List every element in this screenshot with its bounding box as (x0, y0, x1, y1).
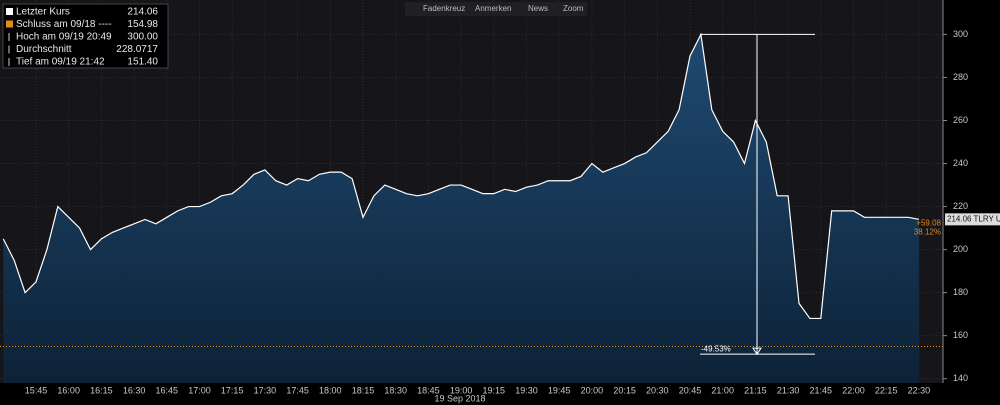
toolbar-button[interactable]: Zoom (563, 4, 584, 13)
y-tick-label: 200 (953, 244, 968, 254)
x-tick-label: 15:45 (25, 385, 48, 395)
x-tick-label: 21:00 (711, 385, 734, 395)
x-tick-label: 16:30 (123, 385, 146, 395)
toolbar-button[interactable]: Anmerken (475, 4, 511, 13)
drop-arrow (752, 347, 762, 356)
date-label: 19 Sep 2018 (434, 393, 485, 403)
change-label: 38.12% (914, 227, 941, 236)
x-tick-label: 16:45 (156, 385, 179, 395)
x-tick-label: 20:15 (613, 385, 636, 395)
x-tick-label: 21:30 (777, 385, 800, 395)
legend-value: 154.98 (127, 19, 158, 30)
x-tick-label: 20:45 (679, 385, 702, 395)
x-tick-label: 18:30 (384, 385, 407, 395)
marks (2, 32, 920, 383)
x-tick-label: 17:45 (286, 385, 309, 395)
x-tick-label: 20:30 (646, 385, 669, 395)
toolbar: Fadenkreuz Anmerken News Zoom (405, 2, 587, 16)
legend-icon (6, 8, 13, 15)
legend-label: Durchschnitt (16, 44, 72, 55)
price-line (2, 32, 920, 320)
x-tick-label: 19:30 (515, 385, 538, 395)
last-tag (945, 213, 1000, 226)
y-tick-label: 140 (953, 373, 968, 383)
last-tag-label: 214.06 TLRY US (947, 214, 1000, 223)
x-tick-label: 22:00 (842, 385, 865, 395)
area (3, 34, 919, 383)
x-tick-label: 19:00 (450, 385, 473, 395)
y-tick-label: 300 (953, 29, 968, 39)
axis-background (943, 0, 1000, 405)
y-tick-label: 180 (953, 287, 968, 297)
legend-box (2, 3, 169, 69)
legend-value: 151.40 (127, 57, 158, 68)
y-tick-label: 260 (953, 115, 968, 125)
x-tick-label: 21:45 (810, 385, 833, 395)
toolbar-button[interactable]: Fadenkreuz (423, 4, 465, 13)
x-tick-label: 17:00 (188, 385, 211, 395)
x-tick-label: 20:00 (581, 385, 604, 395)
toolbar-bg (405, 2, 587, 16)
x-tick-label: 19:45 (548, 385, 571, 395)
x-tick-label: 18:00 (319, 385, 342, 395)
y-tick-label: 220 (953, 201, 968, 211)
legend-label: Letzter Kurs (16, 7, 70, 18)
x-tick-label: 18:15 (352, 385, 375, 395)
y-tick-label: 240 (953, 158, 968, 168)
x-tick-label: 17:15 (221, 385, 244, 395)
legend: Letzter Kurs 214.06 Schluss am 09/18 ---- 1… (2, 3, 169, 69)
annotation: -49.53% (701, 344, 731, 353)
x-tick-label: 21:15 (744, 385, 767, 395)
x-tick-label: 16:00 (57, 385, 80, 395)
y-tick-label: 160 (953, 330, 968, 340)
toolbar-button[interactable]: News (528, 4, 548, 13)
x-tick-label: 22:15 (875, 385, 898, 395)
y-tick-label: 280 (953, 72, 968, 82)
x-tick-label: 17:30 (254, 385, 277, 395)
legend-value: 214.06 (127, 7, 158, 18)
x-tick-label: 16:15 (90, 385, 113, 395)
legend-label: Schluss am 09/18 ---- (16, 19, 112, 30)
x-tick-label: 18:45 (417, 385, 440, 395)
legend-label: Tief am 09/19 21:42 (16, 57, 105, 68)
legend-icon (6, 20, 13, 28)
legend-value: 300.00 (127, 32, 158, 43)
x-tick-label: 22:30 (908, 385, 931, 395)
legend-label: Hoch am 09/19 20:49 (16, 32, 112, 43)
x-tick-label: 19:15 (483, 385, 506, 395)
legend-value: 228.0717 (116, 44, 158, 55)
change-label: +59.08 (916, 218, 941, 227)
